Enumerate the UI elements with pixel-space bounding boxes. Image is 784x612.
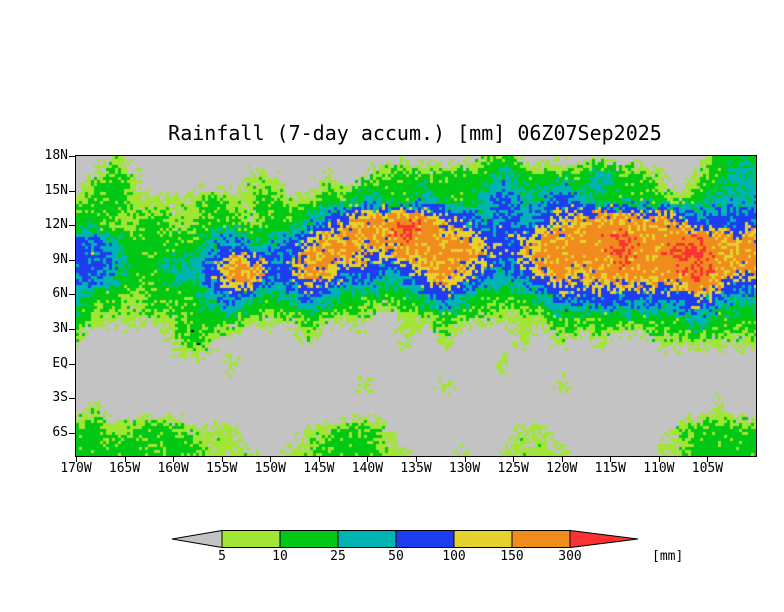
x-tick-label: 165W	[108, 461, 141, 476]
y-axis-tick	[69, 432, 75, 434]
colorbar-tick-label: 100	[442, 549, 466, 564]
x-axis-tick	[124, 457, 126, 462]
x-axis-tick	[318, 457, 320, 462]
colorbar-segment	[453, 530, 513, 548]
y-tick-label: 9N	[52, 251, 68, 267]
x-axis-tick	[76, 457, 77, 462]
x-axis-tick	[707, 457, 709, 462]
colorbar-tick-label: 300	[558, 549, 582, 564]
y-axis-tick	[69, 190, 75, 192]
y-axis-tick	[69, 225, 75, 227]
x-axis-tick	[658, 457, 660, 462]
x-tick-label: 120W	[546, 461, 578, 476]
x-tick-label: 130W	[448, 461, 481, 476]
colorbar-unit-label: [mm]	[652, 549, 684, 564]
x-tick-label: 155W	[206, 461, 238, 476]
y-axis-tick	[69, 259, 75, 261]
colorbar-bar	[171, 529, 639, 549]
y-axis-tick	[69, 329, 75, 331]
x-axis-tick	[513, 457, 515, 462]
y-axis-tick	[69, 156, 75, 157]
colorbar-tick-label: 5	[218, 549, 226, 564]
x-tick-label: 135W	[400, 461, 432, 476]
colorbar-tick-label: 25	[330, 549, 346, 564]
x-tick-label: 145W	[303, 461, 335, 476]
y-tick-label: 12N	[44, 217, 68, 233]
colorbar-labels: 5 10 25 50 100 150 300	[170, 549, 640, 567]
colorbar-tick-label: 150	[500, 549, 524, 564]
colorbar-tick-label: 10	[272, 549, 288, 564]
colorbar-segment	[221, 530, 281, 548]
x-tick-label: 110W	[643, 461, 675, 476]
x-axis-tick	[221, 457, 223, 462]
x-tick-label: 160W	[157, 461, 189, 476]
colorbar-tick-label: 50	[388, 549, 404, 564]
colorbar-left-arrow	[171, 529, 223, 549]
colorbar-segment	[511, 530, 571, 548]
rain-map-canvas	[76, 156, 756, 456]
y-tick-label: 6S	[52, 424, 68, 440]
x-axis-tick	[561, 457, 563, 462]
y-tick-label: 3S	[52, 390, 68, 406]
y-tick-label: 18N	[44, 148, 68, 163]
x-axis-tick	[610, 457, 612, 462]
y-axis-tick	[69, 398, 75, 400]
colorbar-right-arrow	[569, 529, 639, 549]
chart-title: Rainfall (7-day accum.) [mm] 06Z07Sep202…	[168, 121, 662, 145]
x-axis-tick	[270, 457, 272, 462]
x-tick-label: 150W	[254, 461, 286, 476]
y-tick-label: 6N	[52, 286, 68, 302]
x-tick-label: 115W	[594, 461, 626, 476]
x-axis-tick	[416, 457, 417, 462]
map-plot-area	[75, 155, 757, 457]
x-tick-label: 140W	[351, 461, 384, 476]
colorbar-segment	[279, 530, 339, 548]
colorbar: 5 10 25 50 100 150 300 [mm]	[170, 529, 710, 575]
colorbar-segment	[337, 530, 397, 548]
x-axis-tick	[173, 457, 175, 462]
colorbar-bar-slot	[170, 529, 640, 553]
y-axis-tick	[69, 294, 75, 296]
y-axis-tick	[69, 363, 75, 365]
x-tick-label: 105W	[691, 461, 724, 476]
x-tick-label: 125W	[497, 461, 529, 476]
x-axis-tick	[367, 457, 369, 462]
x-tick-label: 170W	[60, 461, 92, 476]
y-tick-label: 3N	[52, 321, 68, 337]
x-axis-tick	[464, 457, 466, 462]
y-tick-label: EQ	[52, 355, 68, 371]
colorbar-segment	[395, 530, 455, 548]
y-tick-label: 15N	[44, 182, 68, 198]
